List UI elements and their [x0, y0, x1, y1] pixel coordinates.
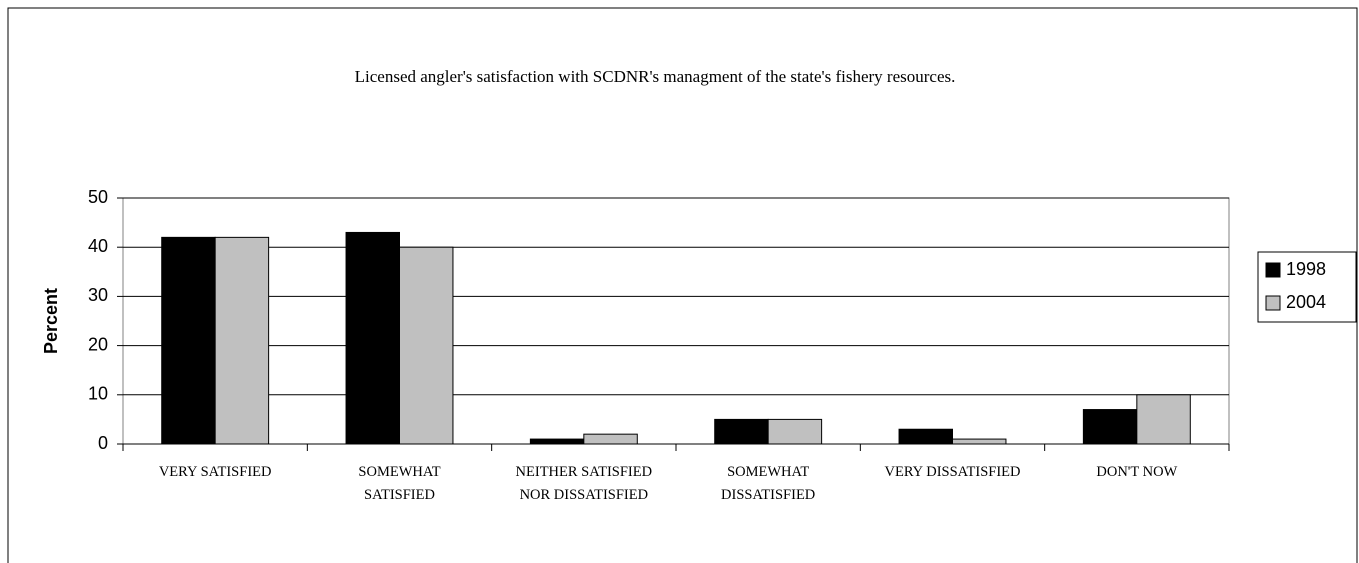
- y-axis-label: Percent: [41, 288, 61, 354]
- legend-label: 1998: [1286, 259, 1326, 279]
- bar: [161, 236, 216, 445]
- chart-title: Licensed angler's satisfaction with SCDN…: [354, 67, 956, 86]
- x-tick-label: NEITHER SATISFIED NOR DISSATISFIED: [515, 464, 653, 503]
- x-tick-label: VERY DISSATISFIED: [884, 464, 1021, 480]
- bar: [583, 433, 638, 445]
- bar: [952, 438, 1007, 445]
- bar: [529, 438, 585, 445]
- y-tick-label: 50: [88, 187, 108, 207]
- bar: [214, 236, 270, 445]
- y-tick-label: 0: [98, 433, 108, 453]
- y-tick-label: 20: [88, 334, 108, 354]
- bar: [767, 418, 823, 445]
- bar: [399, 246, 454, 445]
- x-tick-label: DON'T NOW: [1096, 464, 1178, 480]
- x-tick-label: SOMEWHAT DISSATISFIED: [721, 464, 816, 503]
- bar: [345, 231, 400, 445]
- plot-area: [122, 197, 1230, 445]
- bar: [898, 428, 953, 445]
- bar: [714, 418, 769, 445]
- legend-swatch: [1265, 262, 1281, 278]
- bar: [1136, 394, 1191, 445]
- x-tick-label: VERY SATISFIED: [158, 464, 272, 480]
- y-tick-label: 10: [88, 384, 108, 404]
- y-tick-label: 30: [88, 285, 108, 305]
- x-tick-label: SOMEWHAT SATISFIED: [358, 464, 441, 503]
- legend-label: 2004: [1286, 292, 1326, 312]
- y-tick-label: 40: [88, 236, 108, 256]
- bar: [1082, 409, 1138, 445]
- chart-frame: [7, 7, 1358, 563]
- legend-swatch: [1265, 295, 1281, 311]
